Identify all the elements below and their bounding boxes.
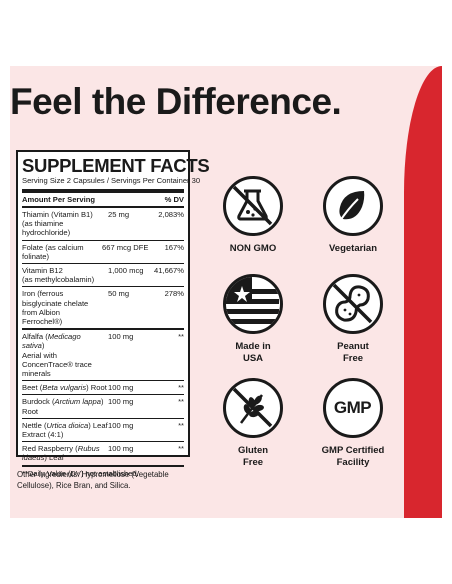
nutrient-sub: (as methylcobalamin) (22, 275, 95, 285)
nutrient-dv: 2,083% (158, 210, 184, 219)
badge-vegetarian: Vegetarian (303, 176, 403, 255)
gmp-seal-icon: GMP (323, 378, 383, 438)
no-peanut-icon (323, 274, 383, 334)
badge-label: Made in USA (235, 341, 271, 364)
ingredient-name: Red Raspberry (Rubus idaeus) Leaf (22, 444, 100, 463)
serving-info: Serving Size 2 Capsules / Servings Per C… (22, 176, 200, 193)
badge-label: Gluten Free (237, 445, 269, 468)
ingredient-dv: ** (178, 397, 184, 407)
ingredient-amount: 100 mg (108, 383, 134, 393)
ingredient-amount: 100 mg (108, 397, 134, 407)
facts-row-folate: Folate (as calcium folinate) 667 mcg DFE… (22, 241, 184, 265)
ingredient-sub: Extract (4:1) (22, 430, 64, 440)
ingredient-dv: ** (178, 444, 184, 454)
nutrient-name: Iron (ferrous bisglycinate chelate from … (22, 289, 89, 327)
ingredient-amount: 100 mg (108, 444, 134, 454)
nutrient-name: Vitamin B12 (22, 266, 63, 276)
facts-row-alfalfa: Alfalfa (Medicago sativa) Aerial with Con… (22, 330, 184, 382)
dv-footnote: **Daily Value (DV) not established. (22, 468, 139, 478)
nutrient-amount: 25 mg (108, 210, 130, 219)
badge-label: Vegetarian (328, 243, 378, 254)
badge-non-gmo: NON GMO (203, 176, 303, 255)
ingredient-amount: 100 mg (108, 420, 134, 430)
no-wheat-icon (223, 378, 283, 438)
facts-row-thiamin: Thiamin (Vitamin B1) (as thiamine hydroch… (22, 208, 184, 241)
ingredient-dv: ** (178, 332, 184, 342)
no-gmo-flask-icon (223, 176, 283, 236)
ingredient-dv: ** (178, 420, 184, 430)
other-ingredients: Other Ingredients: Hypromellose (Vegetab… (17, 470, 169, 490)
facts-row-burdock: Burdock (Arctium lappa) Root 100 mg ** (22, 395, 184, 419)
red-accent-band (404, 66, 442, 518)
nutrient-amount: 1,000 mcg (108, 266, 144, 276)
dv-label: % DV (164, 195, 184, 204)
nutrient-amount: 50 mg (108, 289, 130, 299)
product-panel: Feel the Difference. SUPPLEMENT FACTS Se… (10, 66, 442, 518)
headline: Feel the Difference. (10, 81, 342, 122)
facts-row-raspberry: Red Raspberry (Rubus idaeus) Leaf 100 mg… (22, 442, 184, 467)
amount-per-serving-label: Amount Per Serving (22, 195, 95, 204)
facts-row-beet: Beet (Beta vulgaris) Root 100 mg ** (22, 381, 184, 396)
ingredient-name: Nettle (Urtica dioica) Leaf (22, 420, 108, 430)
badge-made-in-usa: Made in USA (203, 274, 303, 365)
nutrient-dv: 41,667% (154, 266, 184, 276)
badge-peanut-free: Peanut Free (303, 274, 403, 365)
facts-row-nettle: Nettle (Urtica dioica) Leaf Extract (4:1)… (22, 419, 184, 443)
facts-row-iron: Iron (ferrous bisglycinate chelate from … (22, 287, 184, 331)
badge-gmp-certified: GMP GMP Certified Facility (303, 378, 403, 469)
ingredient-name: Beet (Beta vulgaris) Root (22, 383, 107, 393)
nutrient-name: Thiamin (Vitamin B1) (22, 210, 93, 219)
badge-label: GMP Certified Facility (321, 445, 385, 468)
nutrient-amount: 667 mcg DFE (102, 242, 149, 252)
nutrient-dv: 167% (164, 242, 184, 252)
nutrient-name: Folate (as calcium folinate) (22, 242, 84, 261)
supplement-facts-panel: SUPPLEMENT FACTS Serving Size 2 Capsules… (16, 150, 210, 478)
facts-title: SUPPLEMENT FACTS (22, 155, 210, 176)
ingredient-sub: Aerial with ConcenTrace® trace minerals (22, 350, 92, 379)
facts-header: Amount Per Serving % DV (22, 193, 184, 208)
ingredient-amount: 100 mg (108, 332, 134, 342)
nutrient-dv: 278% (164, 289, 184, 299)
leaf-icon (323, 176, 383, 236)
ingredient-dv: ** (178, 383, 184, 393)
badge-label: Peanut Free (337, 341, 369, 364)
nutrient-sub: (as thiamine hydrochloride) (22, 219, 71, 238)
badge-label: NON GMO (229, 243, 277, 254)
ingredient-name: Burdock (Arctium lappa) Root (22, 397, 104, 416)
ingredient-name: Alfalfa (Medicago sativa) (22, 332, 81, 351)
us-flag-icon (223, 274, 283, 334)
facts-row-b12: Vitamin B12 (as methylcobalamin) 1,000 mc… (22, 264, 184, 288)
badge-gluten-free: Gluten Free (203, 378, 303, 469)
gmp-seal-text: GMP (333, 398, 372, 417)
